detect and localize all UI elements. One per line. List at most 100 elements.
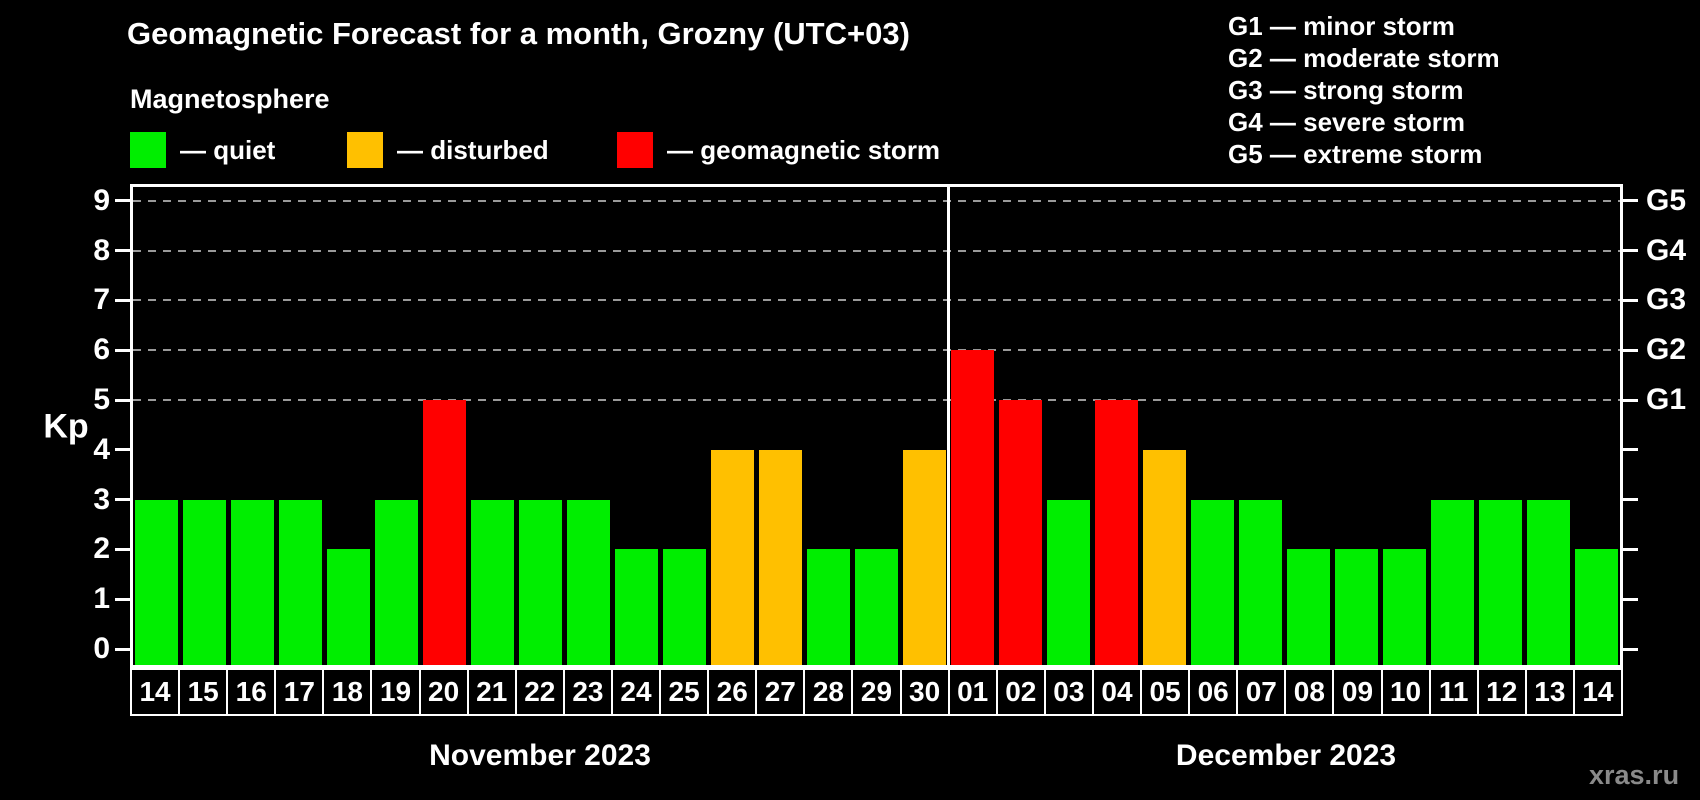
- g-axis-tick-4: [1623, 448, 1638, 452]
- kp-bar-21: [471, 499, 515, 665]
- legend-item-storm: — geomagnetic storm: [617, 132, 940, 168]
- kp-tick-1: [115, 597, 130, 601]
- gridline-kp7: [133, 299, 1620, 302]
- kp-tick-8: [115, 249, 130, 253]
- kp-bar-27: [759, 449, 803, 665]
- g-axis-tick-2: [1623, 547, 1638, 551]
- date-cell-10: 10: [1382, 670, 1429, 714]
- kp-bar-08: [1286, 549, 1330, 665]
- date-cell-18: 18: [324, 670, 371, 714]
- g-axis-tick-5: [1623, 398, 1638, 402]
- gridline-kp5: [133, 399, 1620, 401]
- legend-item-quiet: — quiet: [130, 132, 275, 168]
- plot-area: [130, 184, 1623, 668]
- kp-bar-17: [279, 499, 323, 665]
- date-cell-30: 30: [901, 670, 948, 714]
- kp-bar-11: [1430, 499, 1474, 665]
- g-label-G2: G2: [1646, 333, 1687, 367]
- kp-bar-20: [423, 400, 467, 665]
- storm-scale-line-3: G3 — strong storm: [1228, 75, 1464, 105]
- g-label-G5: G5: [1646, 183, 1687, 217]
- date-cell-06: 06: [1190, 670, 1237, 714]
- date-cell-04: 04: [1093, 670, 1141, 714]
- kp-bar-01: [950, 350, 994, 665]
- storm-scale-line-5: G5 — extreme storm: [1228, 139, 1483, 169]
- date-cell-14: 14: [1574, 670, 1621, 714]
- legend-label-quiet: — quiet: [180, 134, 276, 165]
- date-cell-28: 28: [805, 670, 852, 714]
- chart-title: Geomagnetic Forecast for a month, Grozny…: [127, 16, 910, 51]
- g-axis-tick-9: [1623, 199, 1638, 203]
- storm-swatch-icon: [617, 132, 653, 168]
- kp-tick-label-2: 2: [93, 532, 110, 566]
- kp-bar-12: [1478, 499, 1522, 665]
- disturbed-swatch-icon: [347, 132, 383, 168]
- gridline-kp8: [133, 249, 1620, 252]
- date-cell-13: 13: [1526, 670, 1573, 714]
- month-divider-line: [946, 187, 950, 665]
- g-label-G3: G3: [1646, 283, 1687, 317]
- legend-label-storm: — geomagnetic storm: [667, 134, 941, 165]
- kp-bar-06: [1190, 499, 1234, 665]
- kp-bar-04: [1094, 400, 1138, 665]
- storm-scale-line-1: G1 — minor storm: [1228, 11, 1455, 41]
- kp-tick-label-4: 4: [93, 432, 110, 466]
- date-cell-15: 15: [180, 670, 227, 714]
- date-cell-01: 01: [949, 670, 996, 714]
- month-label-december: December 2023: [1175, 739, 1397, 772]
- kp-bar-05: [1142, 449, 1186, 665]
- date-cell-05: 05: [1142, 670, 1189, 714]
- g-axis-tick-1: [1623, 597, 1638, 601]
- kp-tick-label-8: 8: [93, 233, 110, 267]
- quiet-swatch-icon: [130, 132, 166, 168]
- date-axis: 14 15 16 17 18 19 20 21 22 23 24 25 26 27 28 29 30 01 02 03…: [130, 668, 1623, 716]
- date-cell-11: 11: [1430, 670, 1477, 714]
- kp-bar-22: [519, 499, 563, 665]
- magnetosphere-label: Magnetosphere: [130, 84, 330, 114]
- storm-scale-line-2: G2 — moderate storm: [1228, 43, 1500, 73]
- kp-bar-26: [711, 449, 755, 665]
- g-label-G4: G4: [1646, 233, 1687, 267]
- g-axis-tick-7: [1623, 298, 1638, 302]
- kp-tick-9: [115, 199, 130, 203]
- kp-tick-0: [115, 647, 130, 651]
- kp-tick-label-3: 3: [93, 482, 110, 516]
- kp-tick-6: [115, 348, 130, 352]
- kp-bar-02: [998, 400, 1042, 665]
- date-cell-23: 23: [564, 670, 611, 714]
- kp-bar-30: [902, 449, 946, 665]
- kp-bar-19: [375, 499, 419, 665]
- kp-bar-13: [1526, 499, 1570, 665]
- kp-bar-10: [1382, 549, 1426, 665]
- date-cell-24: 24: [612, 670, 660, 714]
- kp-tick-4: [115, 448, 130, 452]
- month-label-november: November 2023: [429, 739, 651, 772]
- kp-axis-title: Kp: [43, 407, 89, 446]
- kp-bar-15: [183, 499, 227, 665]
- kp-bar-07: [1238, 499, 1282, 665]
- kp-bar-03: [1046, 499, 1090, 665]
- storm-scale-legend: G1 — minor storm G2 — moderate storm G3 — …: [1228, 10, 1500, 170]
- kp-tick-label-1: 1: [93, 582, 110, 616]
- date-cell-08: 08: [1286, 670, 1333, 714]
- gridline-kp9: [133, 199, 1620, 202]
- legend-label-disturbed: — disturbed: [397, 134, 549, 165]
- gridline-kp6: [133, 349, 1620, 352]
- kp-tick-label-0: 0: [93, 632, 110, 665]
- g-axis-tick-0: [1623, 647, 1638, 651]
- storm-scale-line-4: G4 — severe storm: [1228, 107, 1466, 137]
- kp-tick-label-6: 6: [93, 333, 110, 367]
- kp-bar-23: [567, 499, 611, 665]
- date-cell-27: 27: [757, 670, 804, 714]
- kp-bar-29: [855, 549, 898, 665]
- date-cell-20: 20: [420, 670, 467, 714]
- kp-tick-label-7: 7: [93, 283, 110, 317]
- kp-bar-28: [807, 549, 851, 665]
- kp-bar-18: [327, 549, 371, 665]
- date-cell-02: 02: [997, 670, 1044, 714]
- kp-tick-7: [115, 298, 130, 302]
- g-axis-tick-6: [1623, 348, 1638, 352]
- kp-bar-14: [1574, 549, 1618, 665]
- kp-bar-09: [1334, 549, 1378, 665]
- kp-tick-3: [115, 498, 130, 502]
